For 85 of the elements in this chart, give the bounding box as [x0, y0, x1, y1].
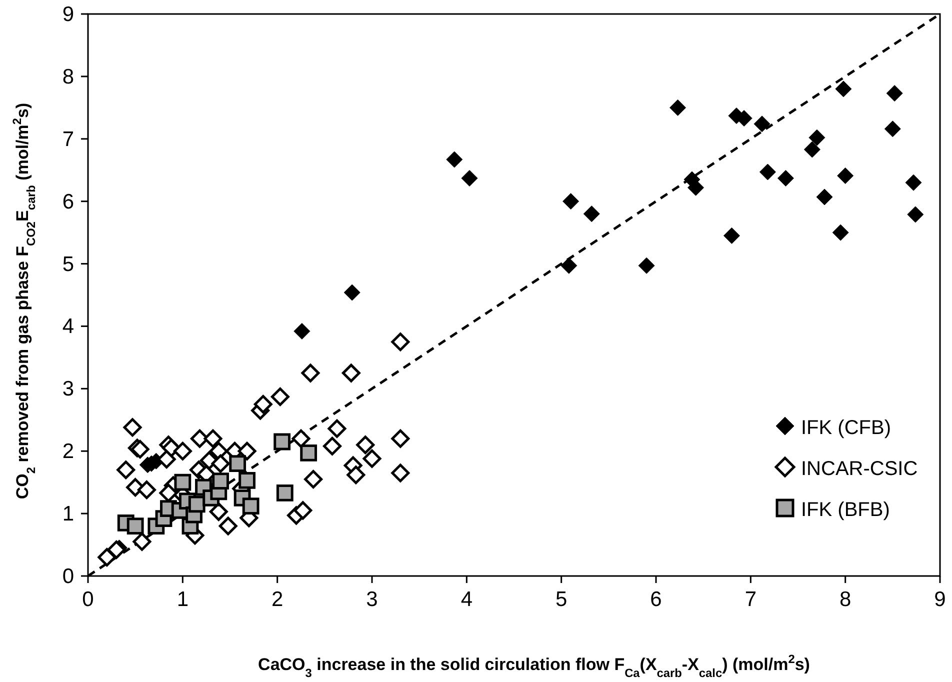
- x-tick-label: 3: [366, 588, 378, 611]
- point: [905, 174, 922, 191]
- point: [777, 170, 794, 186]
- point: [342, 364, 360, 382]
- point: [804, 141, 820, 158]
- point: [560, 257, 578, 274]
- point: [212, 472, 229, 490]
- point: [174, 474, 192, 491]
- point: [274, 433, 291, 450]
- legend-label: INCAR-CSIC: [801, 458, 918, 480]
- point: [137, 480, 156, 500]
- point: [759, 164, 776, 180]
- x-tick-label: 7: [744, 588, 757, 611]
- text: CaCO$_{3}$ increase in the solid circulation flow F$_{Ca}$(X$_{carb}$-X$_{calc}$) (mol/m$^{2}$s): [258, 652, 810, 680]
- point: [254, 395, 272, 414]
- y-tick-label: 6: [62, 190, 74, 214]
- point: [723, 227, 740, 244]
- y-tick-label: 4: [62, 315, 74, 338]
- point: [344, 284, 360, 301]
- point: [126, 518, 144, 534]
- y-tick-label: 8: [62, 65, 74, 88]
- x-tick-label: 6: [650, 588, 662, 611]
- point: [638, 257, 655, 274]
- y-tick-label: 9: [62, 3, 74, 26]
- x-tick-label: 4: [460, 588, 473, 611]
- point: [886, 85, 903, 102]
- point: [907, 206, 924, 223]
- point: [242, 498, 260, 515]
- point: [218, 516, 238, 536]
- point: [583, 206, 600, 222]
- point: [123, 418, 142, 437]
- point: [229, 455, 246, 472]
- point: [301, 364, 320, 382]
- point: [391, 429, 410, 448]
- point: [132, 532, 152, 551]
- x-tick-label: 1: [176, 588, 189, 611]
- point: [98, 548, 116, 567]
- point: [270, 388, 290, 406]
- point: [211, 454, 230, 473]
- y-tick-label: 0: [62, 565, 74, 588]
- x-tick-label: 8: [839, 588, 852, 611]
- point: [130, 440, 150, 458]
- y-tick-label: 5: [62, 252, 74, 276]
- point: [816, 188, 833, 206]
- point: [116, 460, 136, 480]
- point: [276, 484, 294, 502]
- point: [294, 322, 310, 340]
- point: [328, 419, 346, 438]
- point: [754, 116, 770, 132]
- point: [238, 442, 256, 460]
- y-tick-label: 1: [62, 502, 74, 526]
- point: [300, 444, 318, 462]
- point: [292, 429, 310, 448]
- point: [562, 193, 580, 210]
- point: [446, 151, 463, 168]
- point: [832, 224, 849, 241]
- legend-label: IFK (CFB): [801, 417, 891, 439]
- point: [346, 466, 366, 484]
- point: [173, 442, 192, 460]
- point: [204, 429, 222, 448]
- x-tick-label: 9: [934, 588, 946, 611]
- x-tick-label: 0: [82, 588, 94, 611]
- point: [107, 540, 126, 560]
- point: [322, 436, 342, 456]
- point: [209, 502, 228, 521]
- point: [188, 496, 206, 513]
- y-tick-label: 2: [62, 440, 74, 464]
- point: [294, 501, 312, 520]
- point: [391, 464, 410, 482]
- point: [356, 436, 375, 454]
- point: [461, 170, 478, 186]
- x-tick-label: 5: [555, 588, 568, 611]
- y-tick-label: 3: [62, 378, 74, 401]
- legend-label: IFK (BFB): [801, 499, 890, 521]
- point: [670, 99, 686, 116]
- point: [304, 470, 323, 488]
- point: [884, 120, 901, 138]
- point: [808, 129, 826, 146]
- point: [362, 449, 382, 468]
- point: [835, 80, 852, 98]
- point: [238, 472, 256, 489]
- y-tick-label: 7: [62, 128, 74, 151]
- x-tick-label: 2: [271, 588, 284, 611]
- point: [391, 332, 410, 352]
- point: [837, 167, 854, 184]
